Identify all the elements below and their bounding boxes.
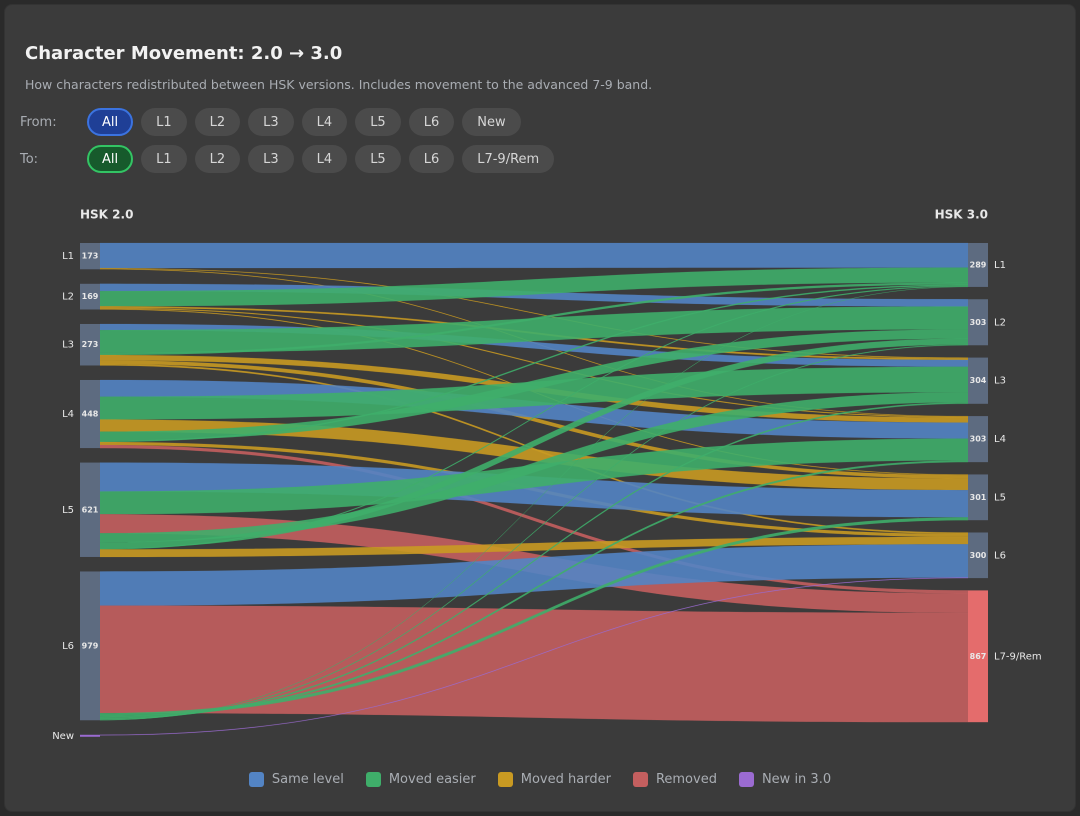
legend-label: Moved harder (520, 772, 611, 787)
legend-swatch (365, 772, 381, 787)
source-node-l4 (80, 379, 100, 449)
legend-label: New in 3.0 (761, 772, 832, 787)
target-node-l7-9-rem (968, 590, 988, 723)
legend-label: Removed (655, 772, 717, 787)
page-title: Character Movement: 2.0 → 3.0 (25, 43, 343, 64)
source-node-label: L5 (62, 505, 74, 516)
target-node-value: 289 (970, 260, 987, 269)
source-node-new (80, 734, 100, 737)
source-node-value: 169 (82, 292, 99, 301)
legend-swatch (248, 772, 264, 787)
from-label: From: (20, 114, 57, 130)
from-new-button[interactable]: New (462, 108, 521, 136)
source-node-value: 621 (82, 505, 99, 514)
target-node-label: L6 (994, 550, 1006, 561)
source-node-label: L6 (62, 641, 74, 652)
target-node-l3 (968, 357, 988, 404)
source-node-value: 173 (82, 252, 99, 261)
source-node-l2 (80, 283, 100, 310)
to-all-button[interactable]: All (87, 145, 134, 173)
target-node-label: L7-9/Rem (994, 651, 1042, 662)
to-l5-button[interactable]: L5 (355, 145, 401, 173)
target-node-l4 (968, 416, 988, 463)
legend-item-easier[interactable]: Moved easier (365, 772, 476, 787)
target-node-l1 (968, 243, 988, 287)
source-node-l1 (80, 243, 100, 270)
from-l2-button[interactable]: L2 (194, 108, 241, 136)
target-node-label: L4 (994, 434, 1006, 445)
target-node-l5 (968, 474, 988, 521)
source-node-label: New (52, 731, 74, 742)
source-node-value: 448 (82, 410, 99, 419)
flow-l1-to-l1 (99, 242, 969, 269)
links (99, 242, 969, 736)
target-node-value: 303 (970, 435, 987, 444)
to-l1-button[interactable]: L1 (141, 145, 187, 173)
source-node-label: L4 (62, 409, 74, 420)
to-l3-button[interactable]: L3 (248, 145, 294, 173)
target-node-value: 867 (970, 652, 987, 661)
target-node-value: 301 (970, 493, 987, 502)
target-node-label: L3 (994, 376, 1006, 387)
source-node-value: 273 (82, 340, 99, 349)
flow-l6-to-l7-9-rem (99, 605, 969, 723)
source-node-label: L1 (62, 251, 74, 262)
from-l3-button[interactable]: L3 (248, 108, 294, 136)
source-node-l3 (80, 323, 100, 366)
source-node-label: L2 (62, 292, 74, 303)
target-node-label: L1 (994, 260, 1006, 271)
right-column-title: HSK 3.0 (935, 208, 988, 222)
target-node-value: 300 (970, 551, 987, 560)
from-filter: From: All L1 L2 L3 L4 L5 L6 New (20, 108, 529, 136)
from-l1-button[interactable]: L1 (141, 108, 187, 136)
source-node-label: L3 (62, 340, 74, 351)
legend: Same level Moved easier Moved harder Remove… (0, 772, 1080, 787)
page-subtitle: How characters redistributed between HSK… (25, 77, 653, 92)
from-l6-button[interactable]: L6 (408, 108, 455, 136)
to-filter: To: All L1 L2 L3 L4 L5 L6 L7-9/Rem (20, 145, 562, 173)
target-node-value: 303 (970, 318, 987, 327)
from-l4-button[interactable]: L4 (301, 108, 348, 136)
legend-item-same[interactable]: Same level (248, 772, 344, 787)
source-node-value: 979 (82, 641, 99, 650)
legend-item-harder[interactable]: Moved harder (497, 772, 611, 787)
to-l4-button[interactable]: L4 (301, 145, 348, 173)
to-l6-button[interactable]: L6 (408, 145, 455, 173)
legend-label: Moved easier (388, 772, 476, 787)
source-node-l5 (80, 462, 100, 557)
source-node-l6 (80, 571, 100, 721)
target-node-l6 (968, 532, 988, 579)
target-node-value: 304 (970, 376, 987, 385)
to-l7-9-rem-button[interactable]: L7-9/Rem (462, 145, 555, 173)
left-column-title: HSK 2.0 (80, 208, 133, 222)
target-node-label: L5 (994, 492, 1006, 503)
to-l2-button[interactable]: L2 (194, 145, 241, 173)
legend-item-removed[interactable]: Removed (632, 772, 717, 787)
legend-swatch (738, 772, 754, 787)
target-node-label: L2 (994, 317, 1006, 328)
legend-swatch (497, 772, 513, 787)
target-node-l2 (968, 299, 988, 346)
from-l5-button[interactable]: L5 (355, 108, 401, 136)
legend-swatch (632, 772, 648, 787)
to-label: To: (20, 151, 39, 167)
from-all-button[interactable]: All (87, 108, 134, 136)
legend-item-new[interactable]: New in 3.0 (738, 772, 832, 787)
legend-label: Same level (271, 772, 344, 787)
